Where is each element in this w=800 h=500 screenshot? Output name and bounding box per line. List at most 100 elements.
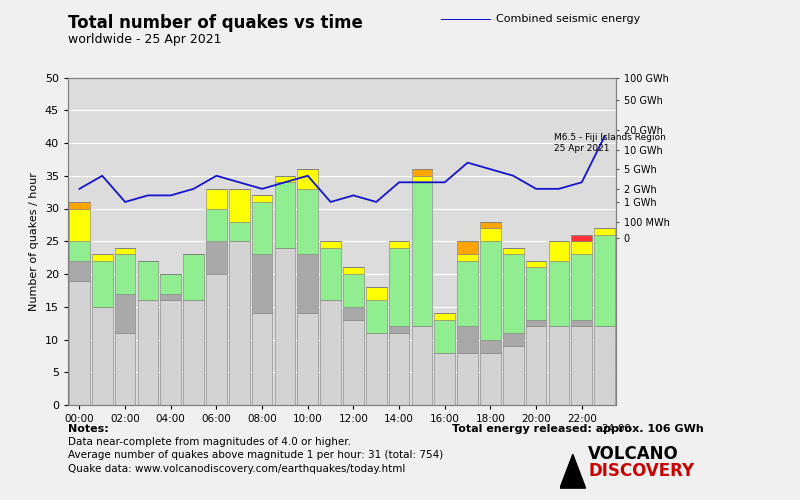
Bar bbox=[571, 326, 592, 405]
Bar bbox=[161, 274, 181, 293]
Bar bbox=[274, 248, 295, 405]
Bar bbox=[92, 306, 113, 405]
Text: Total number of quakes vs time: Total number of quakes vs time bbox=[68, 14, 363, 32]
Bar bbox=[458, 326, 478, 352]
Bar bbox=[69, 261, 90, 280]
Bar bbox=[298, 169, 318, 189]
Bar bbox=[594, 228, 615, 234]
Bar bbox=[549, 261, 569, 326]
Bar bbox=[252, 196, 272, 202]
Bar bbox=[343, 307, 364, 320]
Bar bbox=[274, 182, 295, 248]
Bar bbox=[389, 248, 410, 326]
Polygon shape bbox=[560, 454, 586, 488]
Bar bbox=[229, 222, 250, 242]
Bar bbox=[571, 234, 592, 242]
Bar bbox=[526, 326, 546, 405]
Bar bbox=[412, 176, 432, 182]
Bar bbox=[298, 254, 318, 314]
Bar bbox=[526, 320, 546, 326]
Bar bbox=[366, 333, 386, 405]
Bar bbox=[115, 333, 135, 405]
Bar bbox=[252, 202, 272, 254]
Bar bbox=[366, 287, 386, 300]
Bar bbox=[92, 261, 113, 306]
Bar bbox=[503, 248, 523, 254]
Bar bbox=[183, 300, 204, 405]
Text: Data near-complete from magnitudes of 4.0 or higher.: Data near-complete from magnitudes of 4.… bbox=[68, 437, 351, 447]
Bar bbox=[69, 280, 90, 405]
Bar bbox=[480, 222, 501, 228]
Text: Quake data: www.volcanodiscovery.com/earthquakes/today.html: Quake data: www.volcanodiscovery.com/ear… bbox=[68, 464, 406, 474]
Bar bbox=[343, 320, 364, 405]
Bar bbox=[480, 340, 501, 352]
Bar bbox=[389, 326, 410, 333]
Bar bbox=[298, 314, 318, 405]
Bar bbox=[298, 189, 318, 254]
Bar bbox=[92, 254, 113, 261]
Text: VOLCANO: VOLCANO bbox=[588, 445, 678, 463]
Bar bbox=[229, 189, 250, 222]
Bar bbox=[480, 242, 501, 340]
Text: M6.5 - Fiji Islands Region
25 Apr 2021: M6.5 - Fiji Islands Region 25 Apr 2021 bbox=[554, 134, 666, 153]
Bar bbox=[115, 294, 135, 333]
Bar bbox=[69, 208, 90, 242]
Bar bbox=[252, 314, 272, 405]
Text: DISCOVERY: DISCOVERY bbox=[588, 462, 694, 480]
Bar bbox=[206, 189, 226, 208]
Text: worldwide - 25 Apr 2021: worldwide - 25 Apr 2021 bbox=[68, 32, 222, 46]
Bar bbox=[480, 228, 501, 241]
Bar bbox=[320, 300, 341, 405]
Bar bbox=[115, 254, 135, 294]
Text: 24:00: 24:00 bbox=[601, 424, 631, 434]
Bar bbox=[549, 242, 569, 261]
Bar bbox=[138, 261, 158, 300]
Bar bbox=[434, 352, 455, 405]
Bar bbox=[320, 242, 341, 248]
Bar bbox=[571, 320, 592, 326]
Bar bbox=[571, 242, 592, 254]
Bar bbox=[161, 294, 181, 300]
Bar bbox=[503, 254, 523, 333]
Bar bbox=[252, 254, 272, 314]
Bar bbox=[69, 242, 90, 261]
Bar bbox=[594, 234, 615, 326]
Bar bbox=[412, 326, 432, 405]
Bar bbox=[412, 169, 432, 176]
Bar bbox=[458, 242, 478, 254]
Text: Average number of quakes above magnitude 1 per hour: 31 (total: 754): Average number of quakes above magnitude… bbox=[68, 450, 443, 460]
Bar bbox=[320, 248, 341, 300]
Bar bbox=[434, 314, 455, 320]
Bar bbox=[549, 326, 569, 405]
Bar bbox=[434, 320, 455, 352]
Bar bbox=[412, 182, 432, 326]
Bar bbox=[206, 208, 226, 242]
Bar bbox=[480, 352, 501, 405]
Bar bbox=[206, 242, 226, 274]
Bar bbox=[458, 254, 478, 261]
Bar bbox=[161, 300, 181, 405]
Bar bbox=[343, 274, 364, 306]
Bar bbox=[183, 254, 204, 300]
Bar bbox=[206, 274, 226, 405]
Bar bbox=[366, 300, 386, 333]
Bar bbox=[229, 242, 250, 405]
Y-axis label: Number of quakes / hour: Number of quakes / hour bbox=[30, 172, 39, 310]
Bar bbox=[274, 176, 295, 182]
Bar bbox=[138, 300, 158, 405]
Text: Notes:: Notes: bbox=[68, 424, 109, 434]
Text: Combined seismic energy: Combined seismic energy bbox=[496, 14, 640, 24]
Bar bbox=[526, 268, 546, 320]
Bar bbox=[503, 333, 523, 346]
Text: Total energy released: approx. 106 GWh: Total energy released: approx. 106 GWh bbox=[452, 424, 704, 434]
Bar bbox=[526, 261, 546, 268]
Bar bbox=[458, 261, 478, 326]
Bar bbox=[594, 326, 615, 405]
Bar bbox=[458, 352, 478, 405]
Bar bbox=[503, 346, 523, 405]
Bar bbox=[571, 254, 592, 320]
Bar bbox=[343, 268, 364, 274]
Bar bbox=[69, 202, 90, 208]
Bar bbox=[389, 242, 410, 248]
Bar bbox=[389, 333, 410, 405]
